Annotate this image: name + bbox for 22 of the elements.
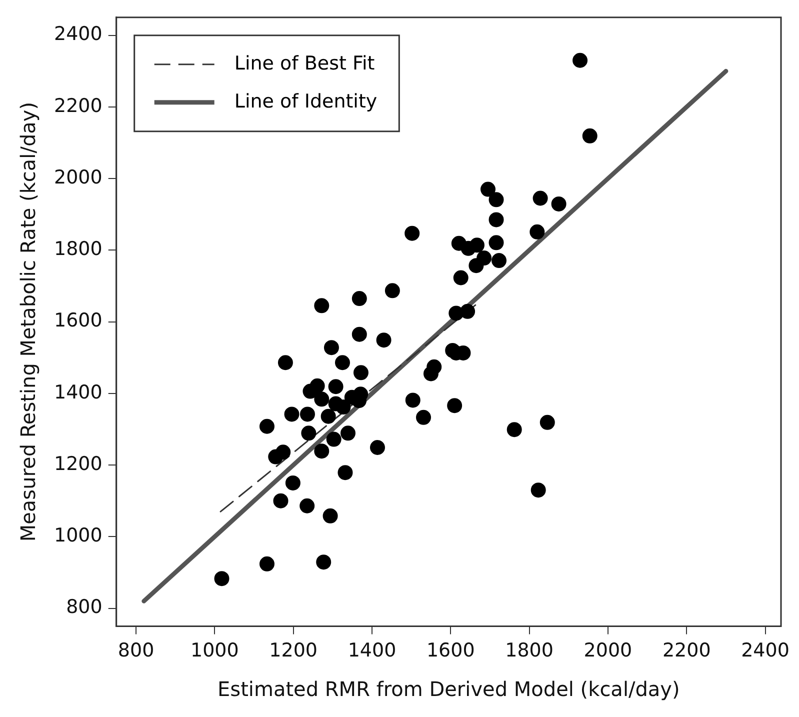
x-tick-label: 800 [118,640,154,662]
x-tick-label: 2000 [584,640,632,662]
y-tick-label: 1000 [54,524,102,547]
legend-label: Line of Identity [234,90,378,112]
x-tick-label: 1800 [505,640,554,662]
x-tick-label: 1000 [190,640,239,662]
y-tick-label: 1600 [54,310,102,332]
x-tick-label: 2200 [662,640,711,662]
x-tick-label: 2400 [741,640,790,662]
x-tick-label: 1600 [426,640,475,662]
y-tick-label: 1200 [54,452,102,475]
y-tick-label: 2000 [54,166,102,188]
y-tick-label: 2200 [54,94,102,117]
y-tick-label: 1400 [54,381,102,404]
x-tick-label: 1400 [348,640,396,662]
y-tick-label: 1800 [54,238,102,260]
x-tick-label: 1200 [269,640,318,662]
x-axis-title: Estimated RMR from Derived Model (kcal/day) [218,677,680,702]
legend-label: Line of Best Fit [234,52,375,74]
y-tick-label: 800 [66,596,102,618]
y-axis-title: Measured Resting Metabolic Rate (kcal/day) [16,102,40,542]
y-tick-label: 2400 [54,23,102,46]
